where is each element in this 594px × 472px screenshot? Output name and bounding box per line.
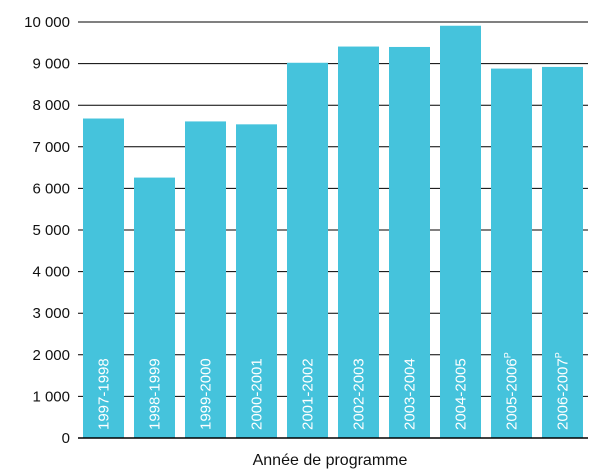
bar [338,46,379,438]
bar-category-label: 2000-2001 [249,358,266,430]
y-tick-label: 0 [62,430,70,447]
y-tick-label: 4 000 [32,264,70,281]
bar-category-label: 2005-2006P [503,352,521,430]
y-tick-label: 1 000 [32,388,70,405]
category-superscript: P [503,352,513,358]
bar-category-label: 2002-2003 [351,358,368,430]
y-tick-label: 8 000 [32,97,70,114]
category-text: 2004-2005 [453,358,470,430]
bar-category-label: 2004-2005 [453,358,470,430]
bar-category-label: 1999-2000 [198,358,215,430]
bar [389,46,430,439]
x-axis-label: Année de programme [253,452,408,469]
y-tick-label: 6 000 [32,180,70,197]
bar [287,62,328,438]
category-text: 1998-1999 [147,358,164,430]
bar [83,118,124,439]
category-text: 1999-2000 [198,358,215,430]
y-tick-label: 10 000 [24,14,70,31]
bars [83,25,583,439]
category-text: 2005-2006 [504,358,521,430]
y-tick-label: 2 000 [32,347,70,364]
category-text: 1997-1998 [96,358,113,430]
bar-labels: 1997-1998 1998-1999 1999-2000 2000-2001 2001… [96,352,572,430]
y-tick-label: 5 000 [32,222,70,239]
bar-category-label: 1998-1999 [147,358,164,430]
bar-category-label: 2006-2007P [554,352,572,430]
category-text: 2002-2003 [351,358,368,430]
y-axis-ticks: 0 1 000 2 000 3 000 4 000 5 000 6 000 7 000 8 00… [24,14,70,447]
y-tick-label: 7 000 [32,139,70,156]
category-text: 2003-2004 [402,358,419,430]
bar-category-label: 2003-2004 [402,358,419,430]
category-text: 2006-2007 [555,358,572,430]
category-text: 2000-2001 [249,358,266,430]
y-tick-label: 9 000 [32,56,70,73]
category-text: 2001-2002 [300,358,317,430]
bar-category-label: 1997-1998 [96,358,113,430]
bar [236,124,277,438]
category-superscript: P [554,352,564,358]
bar [491,68,532,438]
bar [134,177,175,439]
bar [185,121,226,438]
bar-category-label: 2001-2002 [300,358,317,430]
bar [440,25,481,439]
bar [542,66,583,438]
y-tick-label: 3 000 [32,305,70,322]
